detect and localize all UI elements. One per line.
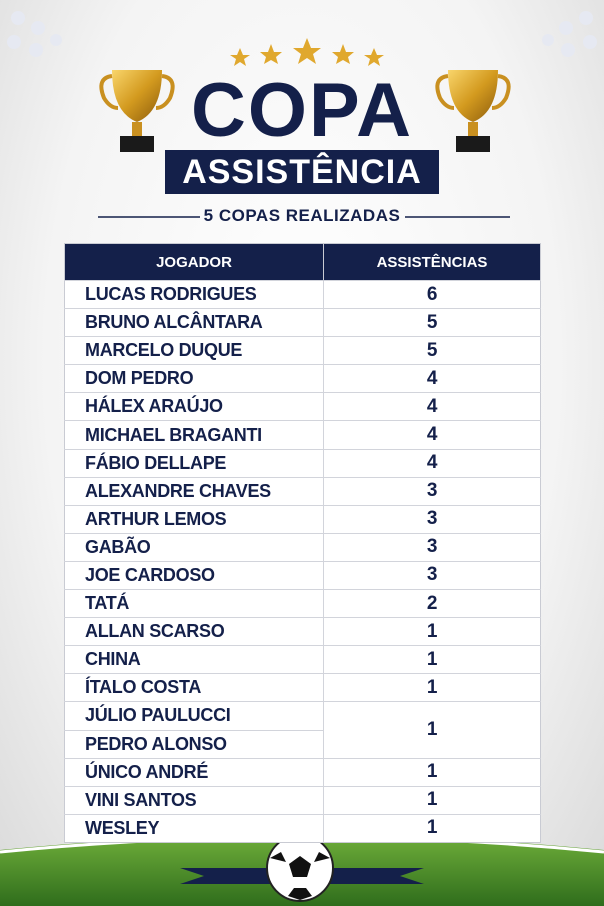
table-row: ARTHUR LEMOS 3 — [64, 504, 541, 534]
player-name: ÚNICO ANDRÉ — [64, 757, 324, 787]
table-row: WESLEY 1 — [64, 813, 541, 843]
table-row: MICHAEL BRAGANTI 4 — [64, 420, 541, 450]
table-body: LUCAS RODRIGUES 6 BRUNO ALCÂNTARA 5 MARCELO … — [64, 279, 541, 843]
assists-count: 4 — [323, 420, 541, 450]
player-name: JOE CARDOSO — [64, 560, 324, 590]
ball — [266, 834, 334, 902]
player-name: GABÃO — [64, 532, 324, 562]
player-name: CHINA — [64, 645, 324, 674]
player-name: ALEXANDRE CHAVES — [64, 476, 324, 506]
trophy-right — [435, 70, 511, 152]
player-name: ARTHUR LEMOS — [64, 504, 324, 534]
assists-count: 1 — [323, 757, 541, 787]
table-row: CHINA 1 — [64, 645, 541, 674]
player-name: PEDRO ALONSO — [64, 729, 324, 759]
player-name: BRUNO ALCÂNTARA — [64, 308, 324, 337]
ranking-table: JOGADOR ASSISTÊNCIAS LUCAS RODRIGUES 6 BRU… — [64, 243, 541, 843]
title: COPA — [191, 68, 413, 153]
player-name: TATÁ — [64, 589, 324, 618]
stars — [230, 38, 384, 66]
player-name: ÍTALO COSTA — [64, 673, 324, 702]
player-name: VINI SANTOS — [64, 785, 324, 815]
table-row: PEDRO ALONSO — [64, 729, 541, 759]
assists-count: 4 — [323, 364, 541, 393]
column-header: JOGADOR — [64, 243, 324, 281]
table-row: JÚLIO PAULUCCI 1 — [64, 701, 541, 759]
assists-count: 3 — [323, 476, 541, 506]
table-row: ÍTALO COSTA 1 — [64, 673, 541, 702]
assists-count: 1 — [323, 673, 541, 702]
assists-count: 5 — [323, 336, 541, 365]
table-row: HÁLEX ARAÚJO 4 — [64, 392, 541, 421]
player-name: MARCELO DUQUE — [64, 336, 324, 365]
table-row: BRUNO ALCÂNTARA 5 — [64, 308, 541, 337]
assists-count: 1 — [323, 617, 541, 646]
header-row: JOGADOR ASSISTÊNCIAS — [64, 243, 541, 281]
table-row: VINI SANTOS 1 — [64, 785, 541, 815]
column-header: ASSISTÊNCIAS — [323, 243, 541, 281]
trophy-left — [99, 70, 175, 152]
assists-count: 5 — [323, 308, 541, 337]
player-name: WESLEY — [64, 813, 324, 843]
player-name: HÁLEX ARAÚJO — [64, 392, 324, 421]
assists-count: 1 — [323, 645, 541, 674]
assists-count: 3 — [323, 532, 541, 562]
caption: 5 COPAS REALIZADAS — [203, 206, 401, 225]
table-row: MARCELO DUQUE 5 — [64, 336, 541, 365]
stadium-lights — [7, 11, 597, 57]
table-row: TATÁ 2 — [64, 589, 541, 618]
player-name: DOM PEDRO — [64, 364, 324, 393]
table-row: ALLAN SCARSO 1 — [64, 617, 541, 646]
table-row: DOM PEDRO 4 — [64, 364, 541, 393]
assists-count: 1 — [323, 785, 541, 815]
assists-count: 2 — [323, 589, 541, 618]
table-row: JOE CARDOSO 3 — [64, 560, 541, 590]
player-name: ALLAN SCARSO — [64, 617, 324, 646]
player-name: LUCAS RODRIGUES — [64, 279, 324, 309]
assists-count: 3 — [323, 560, 541, 590]
player-name: JÚLIO PAULUCCI — [64, 701, 324, 730]
assists-count: 4 — [323, 392, 541, 421]
assists-count: 3 — [323, 504, 541, 534]
table-row: GABÃO 3 — [64, 532, 541, 562]
player-name: MICHAEL BRAGANTI — [64, 420, 324, 450]
player-name: FÁBIO DELLAPE — [64, 448, 324, 478]
table-row: LUCAS RODRIGUES 6 — [64, 279, 541, 309]
assists-count: 1 — [323, 813, 541, 843]
assists-count: 4 — [323, 448, 541, 478]
subtitle: ASSISTÊNCIA — [165, 150, 439, 194]
table-row: ÚNICO ANDRÉ 1 — [64, 757, 541, 787]
table-row: ALEXANDRE CHAVES 3 — [64, 476, 541, 506]
assists-count: 6 — [323, 279, 541, 309]
table-row: FÁBIO DELLAPE 4 — [64, 448, 541, 478]
assists-count: 1 — [323, 701, 541, 759]
